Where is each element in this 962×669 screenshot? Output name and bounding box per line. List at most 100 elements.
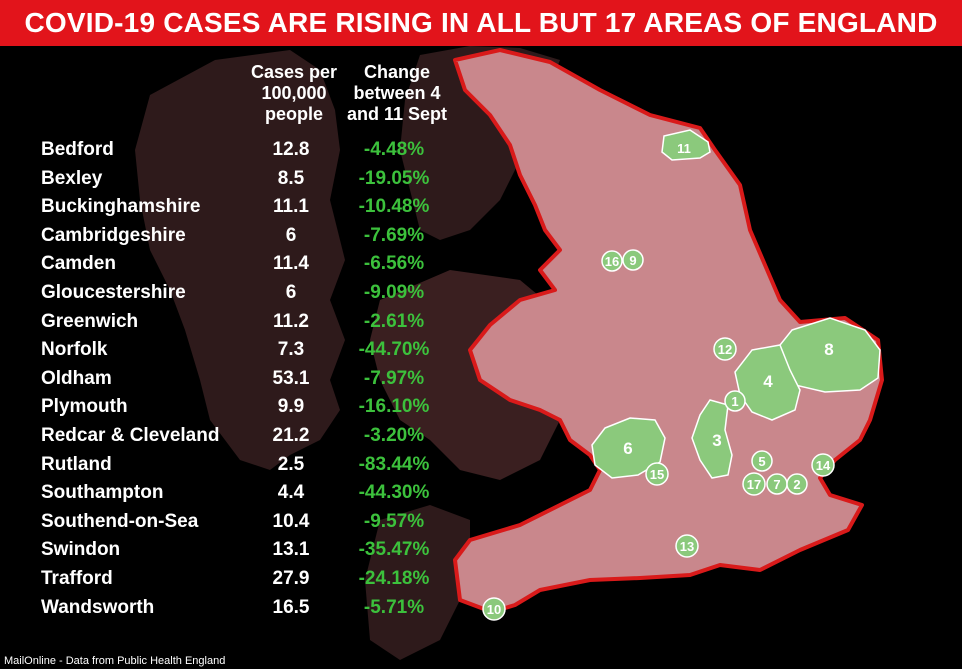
row-area: Wandsworth: [41, 596, 155, 618]
map-marker-10: 10: [482, 597, 506, 621]
row-change: -19.05%: [358, 167, 430, 189]
row-area: Rutland: [41, 453, 112, 475]
row-cases: 10.4: [272, 510, 310, 532]
row-cases: 7.3: [277, 339, 305, 361]
map-marker-13: 13: [675, 534, 699, 558]
map-marker-11: 11: [677, 141, 691, 156]
row-cases: 6: [285, 224, 297, 246]
table-row: Bedford 12.8 -4.48%: [0, 136, 470, 164]
svg-text:4: 4: [763, 372, 773, 391]
surrounding-land: [135, 50, 345, 470]
map-marker-8: 8: [824, 340, 833, 359]
table-row: Camden 11.4 -6.56%: [0, 250, 470, 278]
map-marker-5: 5: [751, 450, 773, 472]
map-marker-14: 14: [811, 453, 835, 477]
table-row: Gloucestershire 6 -9.09%: [0, 279, 470, 307]
row-area: Bexley: [41, 167, 103, 189]
svg-text:8: 8: [824, 340, 833, 359]
row-area: Bedford: [41, 139, 114, 160]
map-marker-6: 6: [623, 439, 632, 458]
svg-text:6: 6: [623, 439, 632, 458]
table-row: Southampton 4.4 -44.30%: [0, 479, 470, 507]
row-cases: 11.1: [273, 196, 309, 218]
row-change: -24.18%: [358, 568, 430, 589]
table-row: Southend-on-Sea 10.4 -9.57%: [0, 508, 470, 536]
table-row: Norfolk 7.3 -44.70%: [0, 336, 470, 364]
row-area: Camden: [41, 253, 116, 275]
row-change: -7.69%: [363, 224, 425, 246]
row-change: -5.71%: [363, 596, 425, 618]
row-cases: 21.2: [272, 425, 310, 446]
row-area: Swindon: [41, 539, 121, 561]
page-title: COVID-19 CASES ARE RISING IN ALL BUT 17 …: [24, 7, 938, 38]
svg-text:9: 9: [629, 253, 636, 268]
svg-text:5: 5: [758, 454, 765, 469]
map-marker-4: 4: [763, 372, 773, 391]
title-banner: [0, 0, 962, 46]
row-change: -7.97%: [363, 367, 425, 389]
row-cases: 53.1: [272, 367, 310, 389]
row-area: Southampton: [41, 482, 164, 504]
svg-text:10: 10: [487, 602, 501, 617]
table-row: Cambridgeshire 6 -7.69%: [0, 222, 470, 250]
map-marker-2: 2: [786, 473, 808, 495]
row-cases: 27.9: [272, 568, 310, 589]
svg-text:17: 17: [747, 477, 761, 492]
row-change: -9.09%: [363, 282, 425, 303]
row-change: -4.48%: [363, 139, 425, 160]
area-shape-cambridgeshire: [734, 344, 801, 421]
header-change: Change between 4 and 11 Sept: [346, 62, 448, 124]
row-area: Norfolk: [41, 339, 108, 361]
area-shape-redcar-cleveland: [661, 129, 711, 161]
row-cases: 6: [285, 282, 297, 303]
row-change: -6.56%: [363, 253, 425, 275]
area-shape-buckinghamshire: [691, 399, 733, 479]
svg-text:12: 12: [718, 342, 732, 357]
svg-text:7: 7: [773, 477, 780, 492]
map-marker-9: 9: [622, 249, 644, 271]
row-area: Greenwich: [41, 310, 139, 332]
table-row: Rutland 2.5 -83.44%: [0, 451, 470, 479]
row-change: -83.44%: [358, 453, 430, 475]
row-cases: 13.1: [272, 539, 310, 561]
table-row: Greenwich 11.2 -2.61%: [0, 308, 470, 336]
svg-text:2: 2: [793, 477, 800, 492]
map-marker-16: 16: [601, 250, 623, 272]
table-row: Redcar & Cleveland 21.2 -3.20%: [0, 422, 470, 450]
table-row: Swindon 13.1 -35.47%: [0, 536, 470, 564]
table-row: Trafford 27.9 -24.18%: [0, 565, 470, 593]
map-marker-17: 17: [742, 472, 766, 496]
map-marker-12: 12: [713, 337, 737, 361]
row-cases: 12.8: [272, 139, 310, 160]
row-area: Trafford: [41, 568, 113, 589]
row-cases: 4.4: [277, 482, 305, 504]
svg-text:1: 1: [731, 394, 738, 409]
map-marker-15: 15: [645, 462, 669, 486]
row-area: Buckinghamshire: [41, 196, 201, 218]
header-cases: Cases per 100,000 people: [250, 62, 338, 124]
row-change: -2.61%: [363, 310, 425, 332]
svg-text:13: 13: [680, 539, 694, 554]
svg-text:15: 15: [650, 467, 664, 482]
row-change: -3.20%: [363, 425, 425, 446]
row-area: Redcar & Cleveland: [41, 425, 220, 446]
england-outline: [453, 48, 884, 614]
row-area: Plymouth: [41, 396, 128, 418]
row-change: -35.47%: [358, 539, 430, 561]
row-area: Oldham: [41, 367, 112, 389]
row-cases: 11.2: [273, 310, 309, 332]
row-change: -16.10%: [358, 396, 430, 418]
row-change: -44.30%: [358, 482, 430, 504]
svg-text:16: 16: [605, 254, 619, 269]
table-row: Plymouth 9.9 -16.10%: [0, 393, 470, 421]
row-cases: 11.4: [273, 253, 309, 275]
row-cases: 8.5: [277, 167, 305, 189]
row-cases: 9.9: [277, 396, 305, 418]
map-marker-1: 1: [724, 390, 746, 412]
row-cases: 16.5: [272, 596, 310, 618]
svg-text:3: 3: [712, 431, 721, 450]
svg-text:14: 14: [816, 458, 831, 473]
surrounding-land: [365, 505, 470, 660]
